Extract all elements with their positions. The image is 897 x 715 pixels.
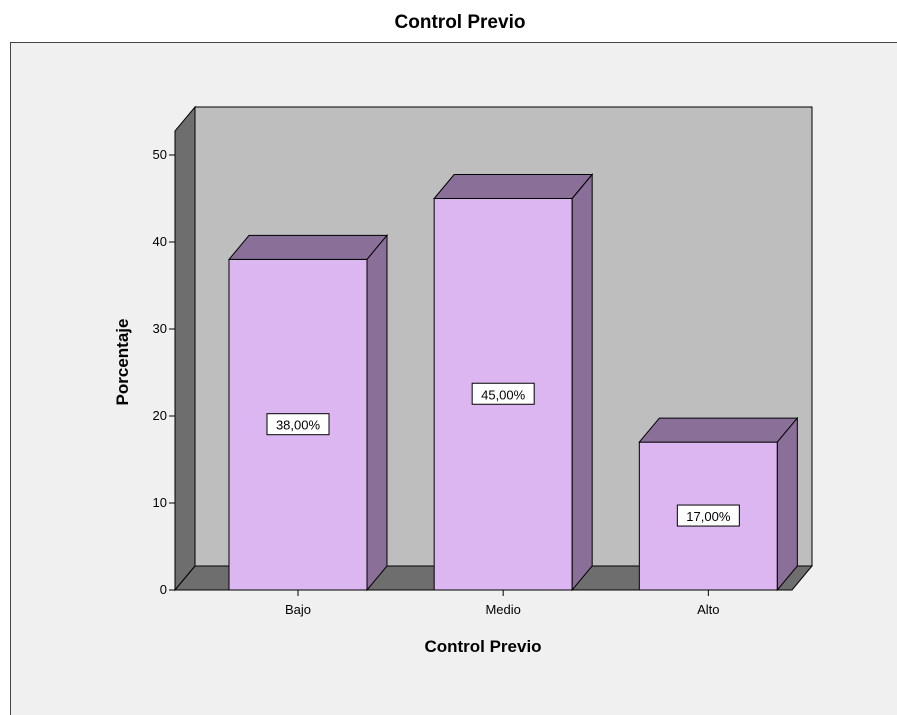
x-tick-label: Bajo: [285, 602, 311, 617]
bar-side: [366, 234, 388, 592]
y-tick-label: 10: [153, 495, 167, 510]
y-axis: 0 10 20 30 40 50: [153, 147, 176, 597]
side-wall: [174, 105, 196, 592]
bar-side: [776, 416, 798, 592]
data-label: 38,00%: [276, 418, 321, 433]
x-tick-label: Medio: [485, 602, 520, 617]
data-label-box: [676, 504, 740, 527]
bar-top: [433, 174, 594, 199]
y-tick-label: 20: [153, 408, 167, 423]
y-tick-label: 30: [153, 321, 167, 336]
chart-title: Control Previo: [394, 12, 526, 33]
x-axis-title: Control Previo: [424, 637, 541, 656]
data-label-box: [471, 382, 535, 405]
y-tick-label: 40: [153, 234, 167, 249]
x-axis: Bajo Medio Alto: [285, 590, 720, 617]
bar: 45,00%: [433, 173, 594, 592]
y-tick-label: 0: [160, 582, 167, 597]
x-tick-label: Alto: [697, 602, 719, 617]
bar-top: [227, 234, 389, 260]
bar: 17,00%: [638, 416, 799, 592]
bars-group: 38,00% 45,00% 17,00%: [227, 173, 799, 592]
data-label-box: [266, 413, 330, 436]
y-tick-label: 50: [153, 147, 167, 162]
bar-side: [571, 173, 593, 592]
y-axis-title: Porcentaje: [113, 319, 132, 406]
bar: 38,00%: [227, 234, 389, 592]
data-label: 17,00%: [686, 509, 731, 524]
data-label: 45,00%: [481, 387, 526, 402]
bar-top: [638, 417, 799, 443]
